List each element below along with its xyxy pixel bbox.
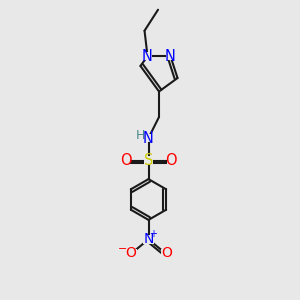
Text: O: O: [120, 153, 132, 168]
FancyBboxPatch shape: [167, 156, 175, 165]
FancyBboxPatch shape: [143, 52, 152, 60]
Text: O: O: [161, 246, 172, 260]
FancyBboxPatch shape: [142, 134, 155, 142]
Text: +: +: [149, 229, 157, 239]
FancyBboxPatch shape: [122, 156, 130, 165]
Text: N: N: [143, 130, 154, 146]
Text: N: N: [143, 232, 154, 246]
Text: O: O: [125, 246, 136, 260]
Text: H: H: [136, 129, 145, 142]
Text: −: −: [118, 244, 127, 254]
FancyBboxPatch shape: [127, 249, 137, 257]
Text: O: O: [165, 153, 177, 168]
FancyBboxPatch shape: [144, 156, 153, 165]
FancyBboxPatch shape: [166, 52, 175, 60]
Text: N: N: [142, 49, 153, 64]
Text: S: S: [144, 153, 153, 168]
FancyBboxPatch shape: [143, 235, 154, 244]
Text: N: N: [165, 49, 176, 64]
FancyBboxPatch shape: [161, 249, 169, 257]
